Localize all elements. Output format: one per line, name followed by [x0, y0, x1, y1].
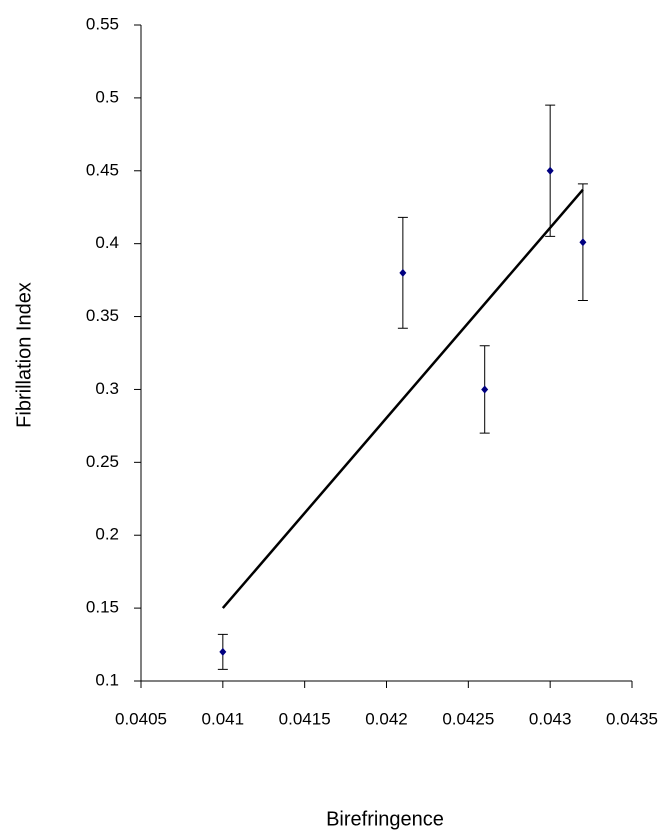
- y-tick-label: 0.4: [95, 233, 119, 252]
- x-tick-label: 0.0435: [606, 709, 658, 728]
- y-tick-label: 0.5: [95, 87, 119, 106]
- y-tick-label: 0.25: [86, 452, 119, 471]
- y-tick-label: 0.1: [95, 670, 119, 689]
- y-tick-label: 0.3: [95, 379, 119, 398]
- x-tick-label: 0.0405: [115, 709, 167, 728]
- y-tick-label: 0.2: [95, 525, 119, 544]
- x-axis-title: Birefringence: [326, 808, 444, 830]
- data-point: [481, 385, 488, 393]
- y-tick-label: 0.15: [86, 598, 119, 617]
- chart: Birefringence Fibrillation Index 0.1 0.15…: [0, 0, 669, 832]
- y-tick-label: 0.35: [86, 306, 119, 325]
- x-tick-label: 0.043: [529, 709, 572, 728]
- x-tick-label: 0.0425: [442, 709, 494, 728]
- y-axis-title: Fibrillation Index: [13, 282, 35, 428]
- data-point: [219, 648, 226, 656]
- y-tick-label: 0.45: [86, 160, 119, 179]
- data-point: [399, 269, 406, 277]
- data-point: [579, 238, 586, 246]
- x-tick-label: 0.042: [365, 709, 408, 728]
- x-tick-label: 0.0415: [279, 709, 331, 728]
- x-tick-label: 0.041: [202, 709, 245, 728]
- data-point: [547, 167, 554, 175]
- y-tick-label: 0.55: [86, 14, 119, 33]
